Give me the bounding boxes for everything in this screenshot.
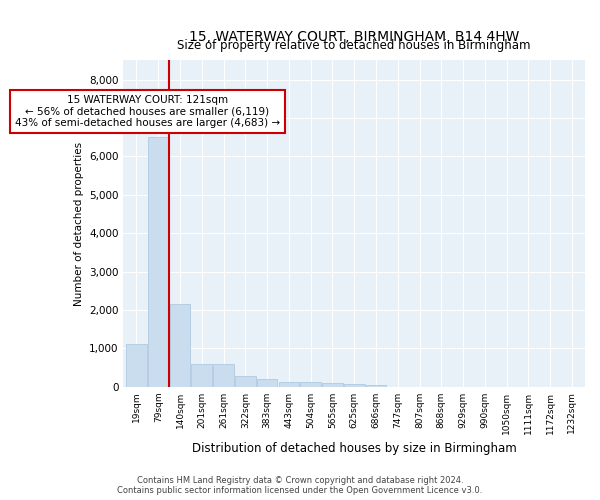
Text: Contains HM Land Registry data © Crown copyright and database right 2024.
Contai: Contains HM Land Registry data © Crown c… xyxy=(118,476,482,495)
Bar xyxy=(235,376,256,386)
Bar xyxy=(322,383,343,386)
Text: Size of property relative to detached houses in Birmingham: Size of property relative to detached ho… xyxy=(178,40,531,52)
Bar xyxy=(213,364,234,386)
Bar xyxy=(278,382,299,386)
Bar xyxy=(126,344,147,387)
Bar xyxy=(257,379,277,386)
Bar xyxy=(365,384,386,386)
Bar xyxy=(301,382,321,386)
X-axis label: Distribution of detached houses by size in Birmingham: Distribution of detached houses by size … xyxy=(192,442,517,455)
Bar xyxy=(191,364,212,386)
Bar xyxy=(170,304,190,386)
Bar xyxy=(148,137,169,386)
Y-axis label: Number of detached properties: Number of detached properties xyxy=(74,142,83,306)
Title: 15, WATERWAY COURT, BIRMINGHAM, B14 4HW: 15, WATERWAY COURT, BIRMINGHAM, B14 4HW xyxy=(189,30,520,44)
Bar xyxy=(344,384,365,386)
Text: 15 WATERWAY COURT: 121sqm
← 56% of detached houses are smaller (6,119)
43% of se: 15 WATERWAY COURT: 121sqm ← 56% of detac… xyxy=(15,95,280,128)
